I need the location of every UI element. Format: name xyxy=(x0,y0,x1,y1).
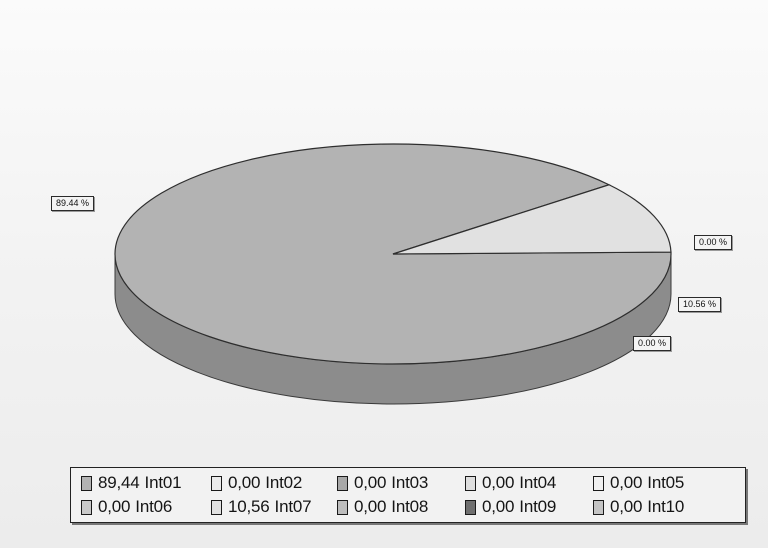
legend-item-int07: 10,56 Int07 xyxy=(211,497,337,517)
slice-label-int07: 10.56 % xyxy=(678,297,722,312)
legend-item-int03: 0,00 Int03 xyxy=(337,473,465,493)
legend-value-int07: 10,56 xyxy=(228,497,270,516)
slice-label-zero-top: 0.00 % xyxy=(694,235,733,250)
legend-label-int03: Int03 xyxy=(391,473,429,492)
legend-item-int10: 0,00 Int10 xyxy=(593,497,733,517)
slice-label-zero-bottom: 0.00 % xyxy=(633,336,672,351)
legend-swatch-int09 xyxy=(465,499,476,515)
legend-value-int03: 0,00 xyxy=(354,473,387,492)
legend-item-int06: 0,00 Int06 xyxy=(81,497,211,517)
legend-value-int02: 0,00 xyxy=(228,473,261,492)
legend-label-int10: Int10 xyxy=(647,497,685,516)
legend-item-int04: 0,00 Int04 xyxy=(465,473,593,493)
legend-swatch-int10 xyxy=(593,499,604,515)
legend-value-int08: 0,00 xyxy=(354,497,387,516)
legend-label-int07: Int07 xyxy=(274,497,312,516)
legend-swatch-int03 xyxy=(337,475,348,491)
pie-slice-int07 xyxy=(392,184,672,255)
legend-item-int05: 0,00 Int05 xyxy=(593,473,733,493)
legend-value-int06: 0,00 xyxy=(98,497,131,516)
legend-item-int08: 0,00 Int08 xyxy=(337,497,465,517)
legend-label-int01: Int01 xyxy=(144,473,182,492)
legend-label-int09: Int09 xyxy=(519,497,557,516)
legend-value-int09: 0,00 xyxy=(482,497,515,516)
legend-label-int05: Int05 xyxy=(647,473,685,492)
legend-value-int04: 0,00 xyxy=(482,473,515,492)
legend-value-int05: 0,00 xyxy=(610,473,643,492)
legend-swatch-int02 xyxy=(211,475,222,491)
slice-label-int01: 89.44 % xyxy=(51,196,95,211)
legend-label-int06: Int06 xyxy=(135,497,173,516)
legend-label-int08: Int08 xyxy=(391,497,429,516)
legend-label-int02: Int02 xyxy=(265,473,303,492)
legend-label-int04: Int04 xyxy=(519,473,557,492)
legend-swatch-int05 xyxy=(593,475,604,491)
legend-value-int10: 0,00 xyxy=(610,497,643,516)
legend-item-int01: 89,44 Int01 xyxy=(81,473,211,493)
legend-swatch-int07 xyxy=(211,499,222,515)
legend-swatch-int04 xyxy=(465,475,476,491)
legend-item-int02: 0,00 Int02 xyxy=(211,473,337,493)
legend-item-int09: 0,00 Int09 xyxy=(465,497,593,517)
legend-swatch-int06 xyxy=(81,499,92,515)
legend-value-int01: 89,44 xyxy=(98,473,140,492)
legend-swatch-int01 xyxy=(81,475,92,491)
chart-legend: 89,44 Int01 0,00 Int02 0,00 Int03 0,00 I… xyxy=(70,467,746,523)
legend-swatch-int08 xyxy=(337,499,348,515)
